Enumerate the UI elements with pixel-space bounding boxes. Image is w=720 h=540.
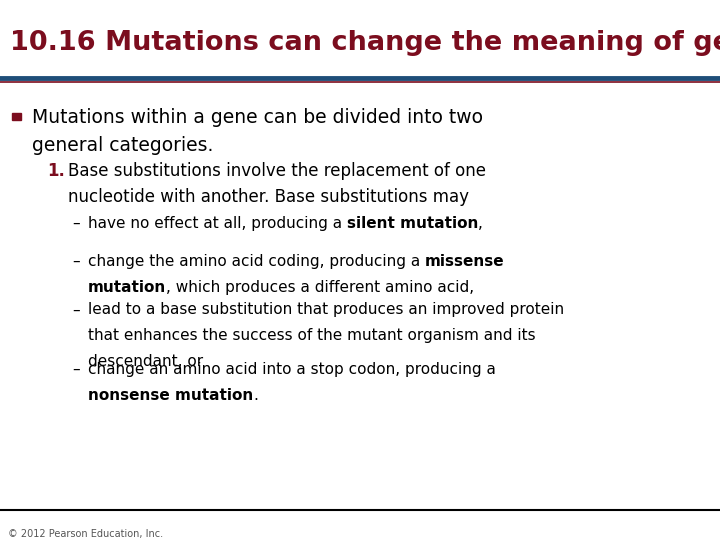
Text: general categories.: general categories.: [32, 136, 213, 155]
Text: .: .: [253, 388, 258, 403]
Text: descendant, or: descendant, or: [88, 354, 203, 369]
Text: –: –: [72, 302, 80, 318]
Text: change an amino acid into a stop codon, producing a: change an amino acid into a stop codon, …: [88, 362, 495, 377]
Text: ,: ,: [478, 216, 483, 231]
Text: –: –: [72, 254, 80, 269]
Text: , which produces a different amino acid,: , which produces a different amino acid,: [166, 280, 474, 295]
Text: 1.: 1.: [48, 162, 66, 180]
Text: lead to a base substitution that produces an improved protein: lead to a base substitution that produce…: [88, 302, 564, 318]
Text: missense: missense: [425, 254, 505, 269]
Text: nucleotide with another. Base substitutions may: nucleotide with another. Base substituti…: [68, 188, 469, 206]
Text: mutation: mutation: [88, 280, 166, 295]
Text: Base substitutions involve the replacement of one: Base substitutions involve the replaceme…: [68, 162, 487, 180]
Text: silent mutation: silent mutation: [347, 216, 478, 231]
Text: that enhances the success of the mutant organism and its: that enhances the success of the mutant …: [88, 328, 536, 343]
Bar: [12, 113, 21, 120]
Text: change the amino acid coding, producing a: change the amino acid coding, producing …: [88, 254, 425, 269]
Text: –: –: [72, 216, 80, 231]
Text: nonsense mutation: nonsense mutation: [88, 388, 253, 403]
Text: –: –: [72, 362, 80, 377]
Text: have no effect at all, producing a: have no effect at all, producing a: [88, 216, 347, 231]
Text: 10.16 Mutations can change the meaning of genes: 10.16 Mutations can change the meaning o…: [10, 30, 720, 56]
Text: © 2012 Pearson Education, Inc.: © 2012 Pearson Education, Inc.: [8, 529, 163, 539]
Text: Mutations within a gene can be divided into two: Mutations within a gene can be divided i…: [32, 108, 482, 127]
